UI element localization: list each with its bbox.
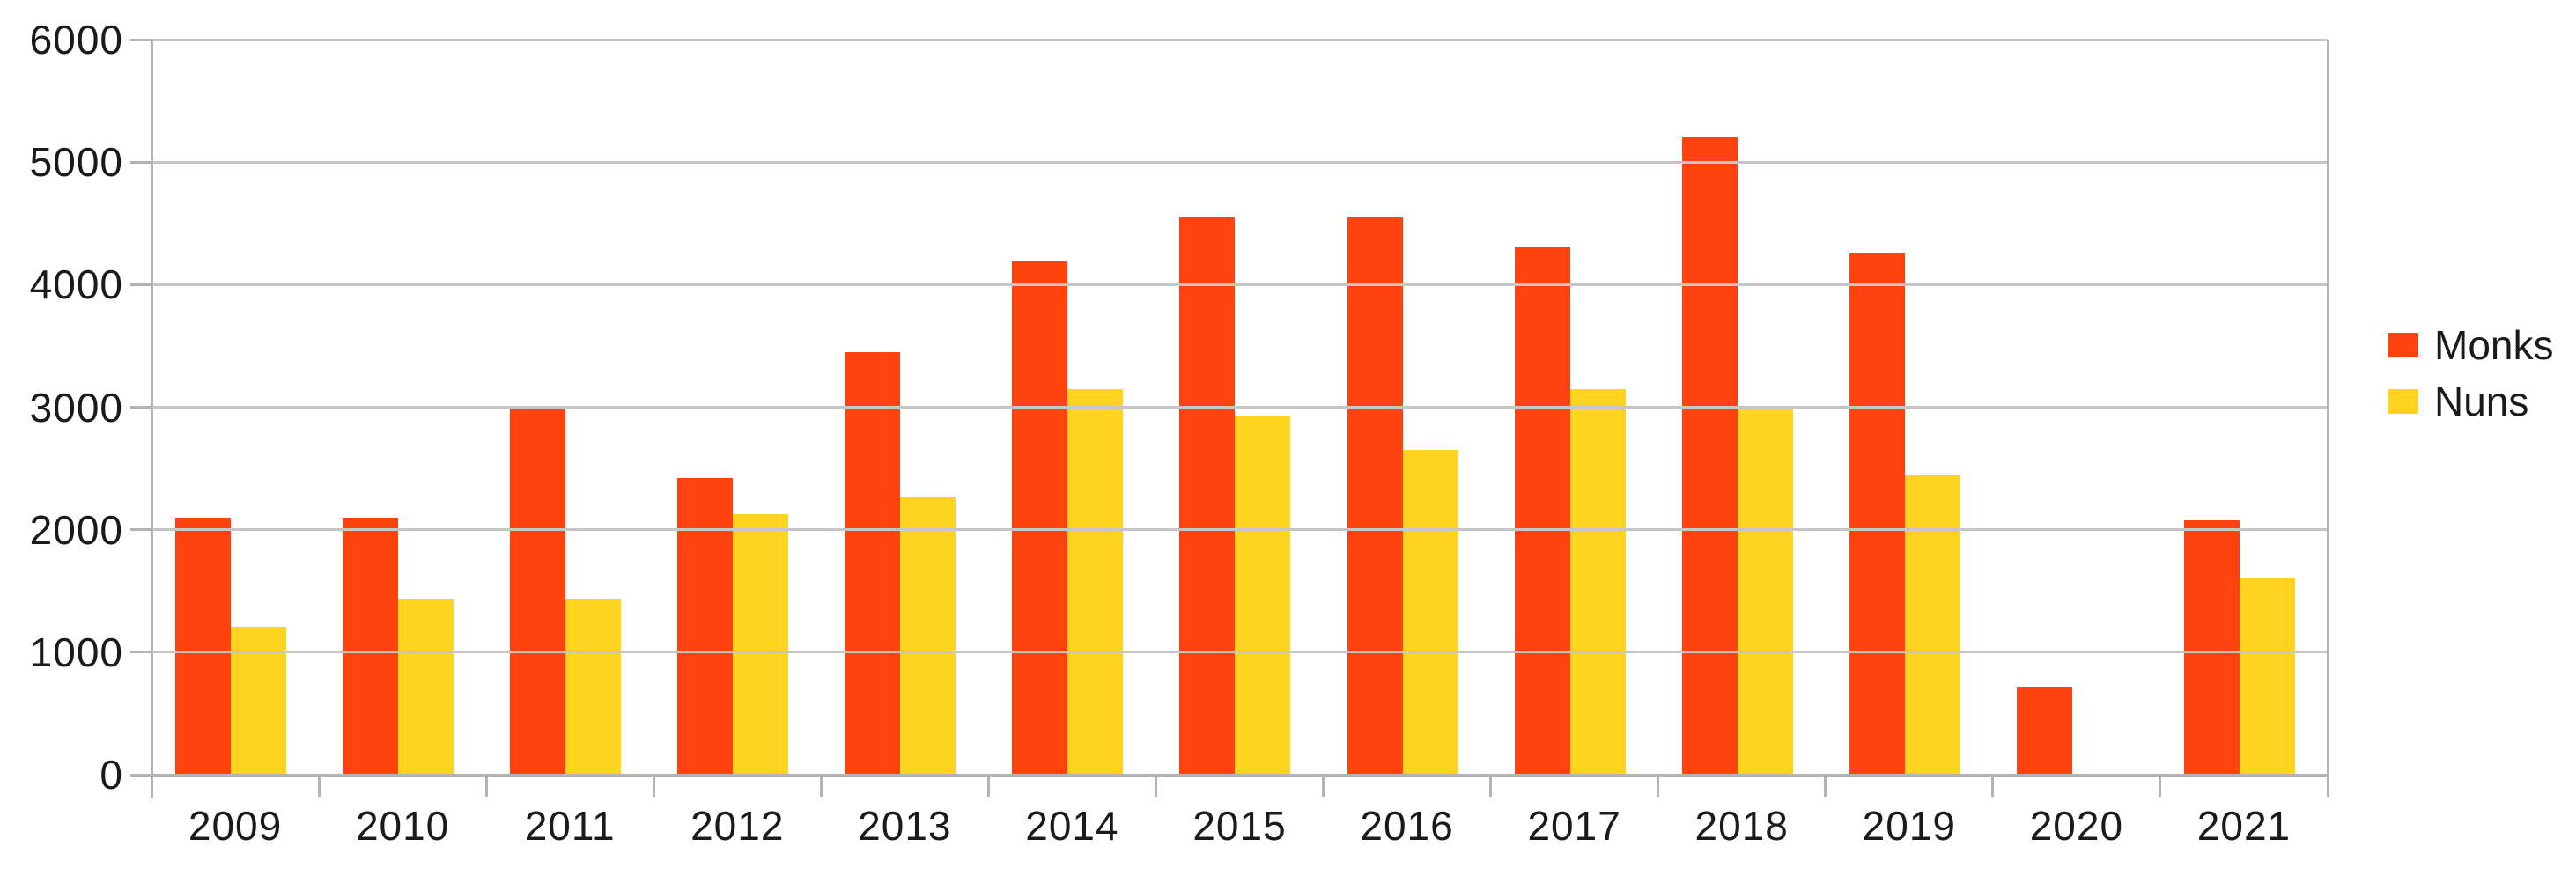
x-axis-tick xyxy=(1154,775,1157,797)
x-axis-label: 2021 xyxy=(2196,803,2292,849)
x-axis-label: 2013 xyxy=(858,803,952,849)
bar-nuns-2018 xyxy=(1737,407,1793,775)
x-axis-label: 2009 xyxy=(188,803,283,849)
bar-monks-2019 xyxy=(1849,253,1905,775)
legend-item-monks: Monks xyxy=(2388,322,2554,368)
y-axis-label: 5000 xyxy=(29,139,123,186)
plot-right-border xyxy=(2326,40,2329,775)
x-axis-label: 2018 xyxy=(1694,803,1789,849)
bar-nuns-2017 xyxy=(1569,388,1626,775)
y-axis-tick xyxy=(130,283,151,286)
legend-swatch-monks xyxy=(2388,333,2418,357)
x-axis-line xyxy=(151,773,2328,777)
bar-nuns-2016 xyxy=(1402,450,1458,775)
bar-monks-2013 xyxy=(845,351,901,775)
bar-monks-2014 xyxy=(1012,260,1068,775)
gridline xyxy=(151,406,2328,409)
bar-monks-2009 xyxy=(175,517,231,775)
gridline xyxy=(151,160,2328,164)
x-axis-tick xyxy=(1991,775,1995,797)
bar-nuns-2015 xyxy=(1235,416,1291,775)
x-axis-label: 2016 xyxy=(1360,803,1454,849)
y-axis-tick xyxy=(130,773,151,777)
y-axis-label: 4000 xyxy=(29,261,123,308)
y-axis-tick xyxy=(130,651,151,654)
x-axis-tick xyxy=(150,775,153,797)
x-axis-tick xyxy=(1322,775,1325,797)
bar-monks-2011 xyxy=(510,407,566,775)
legend-label: Monks xyxy=(2434,322,2554,368)
x-axis-label: 2017 xyxy=(1527,803,1621,849)
legend-swatch-nuns xyxy=(2388,389,2418,414)
bar-monks-2018 xyxy=(1681,137,1738,775)
bar-nuns-2010 xyxy=(398,598,454,775)
y-axis-label: 1000 xyxy=(29,629,123,675)
x-axis-label: 2015 xyxy=(1192,803,1287,849)
bar-monks-2017 xyxy=(1514,247,1570,775)
gridline xyxy=(151,651,2328,654)
x-axis-tick xyxy=(1824,775,1827,797)
x-axis-tick xyxy=(819,775,823,797)
bar-nuns-2021 xyxy=(2239,577,2295,775)
y-axis-label: 0 xyxy=(100,752,123,798)
y-axis-tick xyxy=(130,160,151,164)
y-axis-label: 2000 xyxy=(29,506,123,553)
bar-monks-2020 xyxy=(2016,686,2072,775)
x-axis-label: 2019 xyxy=(1862,803,1956,849)
x-axis-label: 2011 xyxy=(524,803,616,849)
bar-nuns-2014 xyxy=(1067,388,1124,775)
y-axis-label: 3000 xyxy=(29,384,123,431)
bar-monks-2016 xyxy=(1347,217,1403,775)
bar-nuns-2013 xyxy=(900,497,956,775)
bar-monks-2015 xyxy=(1179,217,1236,775)
x-axis-label: 2014 xyxy=(1025,803,1119,849)
x-axis-tick xyxy=(317,775,321,797)
y-axis-tick xyxy=(130,38,151,41)
legend: Monks Nuns xyxy=(2388,322,2554,440)
bar-monks-2012 xyxy=(677,478,734,775)
x-axis-tick xyxy=(2159,775,2162,797)
bar-nuns-2011 xyxy=(565,598,622,775)
x-axis-tick xyxy=(1489,775,1493,797)
y-axis-tick xyxy=(130,528,151,532)
y-axis-label: 6000 xyxy=(29,17,123,63)
bar-nuns-2012 xyxy=(733,513,789,775)
x-axis-label: 2020 xyxy=(2029,803,2124,849)
legend-label: Nuns xyxy=(2434,379,2529,424)
gridline xyxy=(151,528,2328,532)
x-axis-label: 2010 xyxy=(355,803,450,849)
x-axis-label: 2012 xyxy=(690,803,785,849)
legend-item-nuns: Nuns xyxy=(2388,379,2553,424)
bar-nuns-2009 xyxy=(231,626,286,775)
gridline xyxy=(151,38,2328,41)
x-axis-tick xyxy=(484,775,488,797)
bar-nuns-2019 xyxy=(1904,475,1960,775)
y-axis-line xyxy=(150,40,153,798)
x-axis-tick xyxy=(986,775,990,797)
x-axis-tick xyxy=(1657,775,1660,797)
bar-monks-2021 xyxy=(2183,519,2240,775)
gridline xyxy=(151,283,2328,286)
bar-monks-2010 xyxy=(343,517,399,775)
x-axis-tick xyxy=(2326,775,2329,797)
y-axis-tick xyxy=(130,406,151,409)
x-axis-tick xyxy=(652,775,655,797)
